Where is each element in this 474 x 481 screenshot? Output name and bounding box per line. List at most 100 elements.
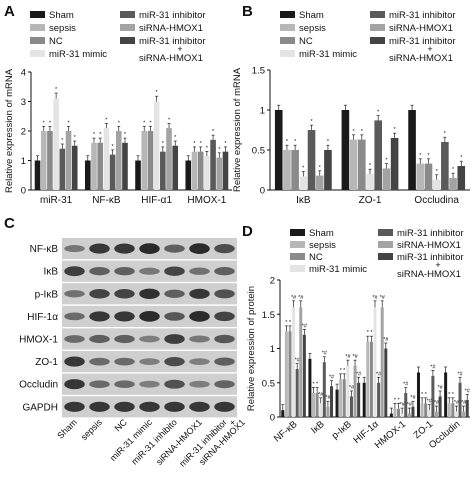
significance-mark: * [427, 153, 430, 159]
legend-swatch [120, 37, 135, 44]
bar [91, 142, 97, 190]
blot-band [189, 288, 210, 299]
legend-swatch [378, 241, 393, 248]
blot-band [189, 311, 210, 322]
significance-mark: * [294, 139, 297, 145]
blot-band [164, 244, 185, 253]
blot-protein-label: p-IκB [35, 289, 59, 300]
legend-label: NC [299, 36, 313, 47]
bar [438, 396, 442, 417]
blot-lane-label: NC [113, 417, 130, 434]
bar [147, 131, 154, 190]
significance-mark: * [316, 382, 319, 388]
bar [462, 411, 466, 417]
bar [141, 131, 148, 190]
legend-swatch [30, 24, 45, 31]
y-tick-label: 2 [21, 127, 26, 138]
bar [185, 160, 192, 190]
bar [366, 174, 374, 190]
significance-mark: *# [427, 399, 433, 405]
bar [346, 365, 350, 417]
blot-band [164, 312, 185, 321]
significance-mark: *# [457, 371, 463, 377]
blot-band [114, 401, 135, 412]
legend-label: siRNA-HMOX1 [389, 23, 453, 34]
blot-band [139, 311, 160, 322]
significance-mark: * [343, 368, 346, 374]
significance-mark: * [436, 169, 439, 175]
bar [166, 128, 172, 190]
blot-lane-label: + [227, 417, 238, 428]
blot-band [214, 380, 235, 389]
blot-band [164, 266, 185, 276]
legend-label: NC [49, 36, 63, 47]
significance-mark: * [444, 131, 447, 137]
bar [434, 411, 438, 417]
blot-band [89, 243, 110, 254]
significance-mark: *# [372, 295, 378, 301]
blot-strip [62, 373, 237, 395]
legend-swatch [290, 241, 305, 248]
bar [444, 372, 448, 417]
bar [172, 145, 179, 190]
bar [353, 365, 357, 417]
bar [315, 393, 319, 417]
blot-band [164, 289, 185, 298]
bar [315, 175, 324, 190]
significance-mark: * [124, 132, 127, 138]
bar [299, 307, 303, 417]
bar [390, 138, 399, 190]
legend-label: Sham [309, 228, 334, 239]
bar [281, 410, 285, 417]
bar [222, 151, 229, 190]
significance-mark: * [394, 397, 397, 403]
significance-mark: * [224, 141, 227, 147]
chart-panel-a: Sham sepsis NC miR-31 mimic miR-31 inhibitor… [4, 10, 232, 206]
bar [357, 382, 361, 417]
x-tick-label: miR-31 [40, 195, 73, 206]
bar [307, 130, 316, 190]
bar [342, 379, 346, 417]
significance-mark: *# [383, 337, 389, 343]
bar [71, 145, 78, 190]
bar [424, 163, 433, 190]
significance-mark: *# [437, 385, 443, 391]
bar [322, 362, 326, 417]
bar [326, 406, 330, 417]
bar [393, 408, 397, 417]
significance-mark: * [93, 132, 96, 138]
blot-band [139, 243, 160, 254]
y-tick-label: 2 [270, 276, 275, 287]
legend-swatch [370, 11, 385, 18]
legend-label: miR-31 mimic [299, 49, 357, 60]
blot-strip [62, 351, 237, 373]
bar [420, 403, 424, 417]
x-tick-label: HMOX-1 [187, 195, 226, 206]
x-tick-label: NF-κB [92, 195, 121, 206]
bar [324, 150, 332, 190]
blot-band [64, 356, 85, 367]
bar [397, 408, 401, 417]
significance-mark: * [99, 132, 102, 138]
bar [308, 358, 312, 417]
legend-label: Sham [299, 10, 324, 21]
blot-band [139, 335, 160, 343]
y-axis-label: Relative expression of mRNA [4, 68, 15, 193]
significance-mark: * [156, 90, 159, 96]
legend-swatch [280, 11, 295, 18]
panel-letter-c: C [4, 215, 15, 232]
significance-mark: * [312, 382, 315, 388]
significance-mark: *# [380, 295, 386, 301]
y-tick-label: 1 [21, 156, 26, 167]
x-tick-label: HIF-α1 [141, 195, 172, 206]
bar [302, 334, 306, 417]
significance-mark: *# [349, 385, 355, 391]
blot-band [64, 401, 85, 412]
blot-band [189, 243, 210, 254]
significance-mark: * [460, 155, 463, 161]
bar [441, 142, 449, 190]
legend-label: miR-31 inhibitor [389, 10, 456, 21]
bar [408, 110, 416, 190]
significance-mark: * [394, 127, 397, 133]
blot-band [139, 358, 160, 365]
